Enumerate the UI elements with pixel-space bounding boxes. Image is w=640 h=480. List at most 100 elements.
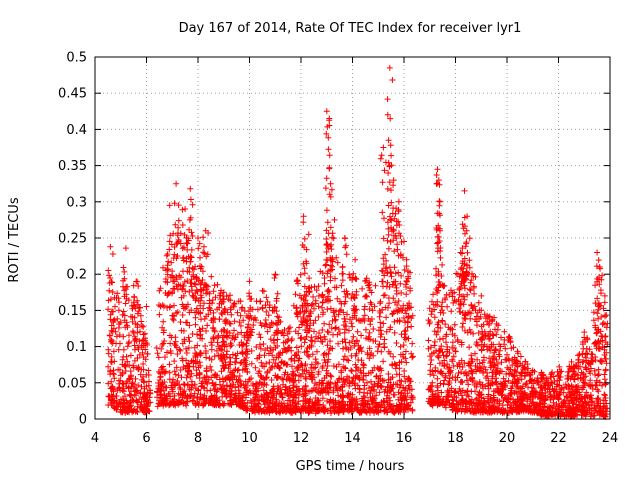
data-point: [309, 301, 316, 308]
data-point: [121, 268, 128, 275]
data-point: [357, 345, 364, 352]
data-point: [484, 409, 491, 416]
data-point: [167, 340, 174, 347]
data-point: [208, 356, 215, 363]
data-point: [197, 332, 204, 339]
data-point: [259, 305, 266, 312]
data-point: [584, 335, 591, 342]
data-point: [442, 296, 449, 303]
data-point: [105, 267, 112, 274]
data-point: [122, 393, 128, 400]
data-point: [266, 304, 273, 311]
data-point: [184, 394, 191, 401]
data-point: [601, 299, 608, 306]
data-point: [297, 373, 304, 380]
data-point: [563, 393, 570, 400]
data-point: [429, 379, 436, 386]
data-point: [214, 339, 221, 346]
data-point: [260, 341, 267, 347]
data-point: [129, 318, 136, 325]
data-point: [479, 359, 486, 366]
data-point: [388, 152, 395, 159]
data-point: [171, 285, 178, 292]
data-point: [358, 400, 365, 407]
data-point: [187, 393, 194, 400]
data-point: [428, 311, 435, 318]
data-point: [303, 260, 310, 267]
data-point: [401, 334, 408, 341]
data-point: [174, 351, 181, 357]
data-point: [166, 332, 173, 339]
data-point: [547, 374, 554, 381]
data-point: [197, 286, 204, 293]
data-point: [520, 404, 527, 411]
y-tick-label: 0.15: [58, 304, 87, 319]
data-point: [243, 342, 250, 349]
data-point: [127, 368, 134, 375]
data-point: [565, 411, 572, 418]
data-point: [177, 319, 184, 325]
data-point: [205, 376, 212, 383]
data-point: [114, 315, 121, 322]
data-point: [202, 343, 209, 349]
data-point: [597, 407, 604, 414]
data-point: [139, 337, 146, 344]
data-point: [448, 308, 455, 315]
data-point: [496, 347, 503, 354]
data-point: [504, 364, 511, 371]
data-point: [341, 300, 348, 307]
data-point: [117, 319, 124, 326]
data-point: [326, 288, 333, 295]
data-point: [181, 278, 188, 285]
data-point: [275, 354, 282, 361]
data-point: [174, 378, 181, 384]
data-point: [492, 346, 499, 353]
data-point: [354, 328, 361, 335]
data-point: [392, 270, 399, 277]
data-point: [503, 396, 510, 403]
data-point: [231, 318, 238, 325]
data-point: [121, 293, 128, 300]
data-point: [493, 331, 500, 338]
data-point: [197, 394, 204, 401]
data-point: [143, 392, 150, 399]
data-point: [461, 187, 468, 194]
data-point: [576, 391, 583, 398]
data-point: [157, 285, 164, 292]
data-point: [509, 362, 516, 369]
data-point: [458, 339, 465, 346]
data-point: [232, 397, 239, 404]
data-point: [173, 276, 180, 283]
data-point: [498, 381, 505, 388]
data-point: [323, 236, 330, 242]
data-point: [464, 405, 471, 412]
data-point: [179, 222, 186, 228]
data-point: [108, 353, 115, 360]
data-point: [179, 245, 186, 252]
data-point: [461, 214, 468, 221]
data-point: [324, 363, 331, 369]
data-point: [376, 389, 383, 396]
data-point: [343, 251, 350, 258]
data-point: [435, 268, 442, 275]
data-point: [511, 367, 518, 374]
data-point: [157, 303, 164, 310]
data-point: [378, 267, 385, 274]
data-point: [385, 348, 392, 355]
data-point: [318, 338, 325, 345]
data-point: [187, 258, 194, 265]
data-point: [288, 356, 295, 363]
data-point: [353, 338, 360, 345]
data-point: [384, 185, 391, 192]
data-point: [498, 392, 505, 399]
data-point: [490, 407, 497, 414]
data-point: [281, 407, 288, 414]
data-point: [476, 367, 483, 374]
data-point: [405, 268, 412, 275]
data-point: [380, 292, 387, 299]
data-point: [339, 277, 346, 284]
data-point: [196, 369, 203, 376]
data-point: [220, 362, 227, 369]
data-point: [135, 382, 142, 389]
data-point: [312, 317, 319, 324]
